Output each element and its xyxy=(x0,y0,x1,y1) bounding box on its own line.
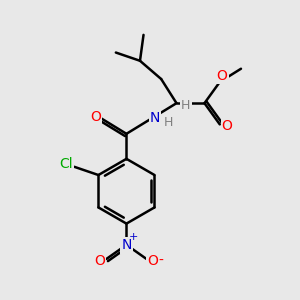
Text: +: + xyxy=(129,232,139,242)
Text: O: O xyxy=(90,110,101,124)
Text: N: N xyxy=(150,111,160,124)
Text: Cl: Cl xyxy=(59,157,73,171)
Text: O: O xyxy=(222,119,232,133)
Text: O: O xyxy=(94,254,105,268)
Text: N: N xyxy=(121,238,132,252)
Text: O: O xyxy=(217,69,228,83)
Text: H: H xyxy=(181,99,190,112)
Text: H: H xyxy=(164,116,173,128)
Text: O: O xyxy=(148,254,158,268)
Text: -: - xyxy=(159,254,164,267)
